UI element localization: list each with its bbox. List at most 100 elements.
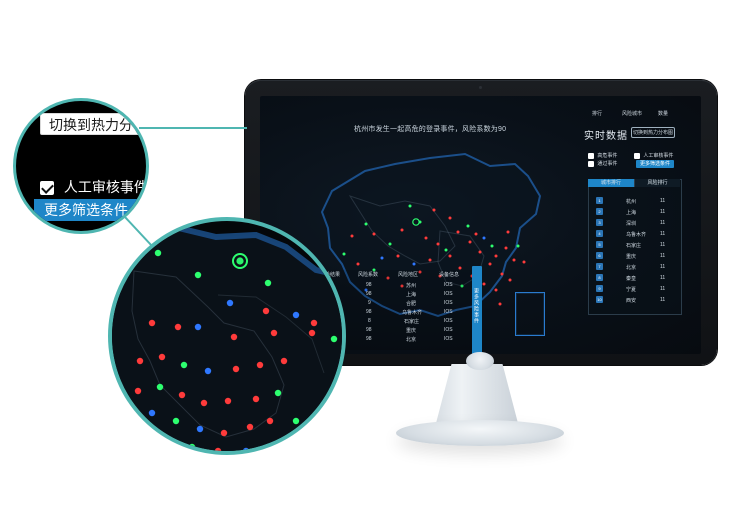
- risk-score: 98: [366, 336, 372, 342]
- table-row[interactable]: 2 上海 11: [588, 207, 680, 217]
- zoomed-map-marker: [194, 323, 202, 331]
- option-manual-review[interactable]: 人工审核事件: [634, 152, 673, 160]
- map-marker: [512, 258, 516, 262]
- option-high-risk[interactable]: 高危事件: [588, 152, 617, 160]
- city-name: 宁夏: [626, 287, 637, 293]
- risk-region: 合肥: [406, 301, 417, 307]
- map-marker: [418, 220, 422, 224]
- switch-heatmap-button[interactable]: 切换到热力分布图: [631, 127, 675, 138]
- zoomed-map-marker: [232, 365, 240, 373]
- map-marker: [494, 254, 498, 258]
- map-marker: [372, 232, 376, 236]
- map-marker: [396, 254, 400, 258]
- city-name: 杭州: [626, 199, 637, 205]
- table-row[interactable]: 4 乌鲁木齐 11: [588, 229, 680, 239]
- map-marker: [468, 240, 472, 244]
- device-info: IOS: [444, 336, 453, 342]
- zoomed-map-marker: [264, 279, 272, 287]
- tab-risk-ranking[interactable]: 风险排行: [634, 179, 680, 187]
- map-marker: [342, 252, 346, 256]
- risk-score: 98: [366, 309, 372, 315]
- map-marker: [516, 244, 520, 248]
- city-count: 11: [660, 286, 666, 292]
- zoomed-map-marker: [292, 417, 300, 425]
- table-row[interactable]: 9 宁夏 11: [588, 284, 680, 294]
- map-marker: [478, 250, 482, 254]
- city-count: 11: [660, 242, 666, 248]
- map-marker: [436, 242, 440, 246]
- zoomed-map-marker: [292, 311, 300, 319]
- header-risk-score: 风险系数: [358, 272, 379, 278]
- zoomed-map: [112, 221, 342, 451]
- table-row[interactable]: 3 深圳 11: [588, 218, 680, 228]
- zoomed-map-marker: [224, 397, 232, 405]
- map-marker: [432, 208, 436, 212]
- zoomed-map-marker: [226, 299, 234, 307]
- ranking-rows: 1 杭州 11 2 上海 11 3 深圳 11 4 乌鲁木齐 11 5 石家庄: [588, 196, 680, 306]
- table-row[interactable]: 7 北京 11: [588, 262, 680, 272]
- risk-region: 北京: [406, 337, 417, 343]
- zoomed-map-marker: [268, 443, 276, 451]
- ranking-tabs: 城市排行 风险排行: [588, 179, 680, 187]
- zoomed-map-marker: [274, 389, 282, 397]
- zoomed-map-marker: [310, 319, 318, 327]
- south-sea-inset: [515, 292, 545, 336]
- more-filters-button[interactable]: 更多筛选条件: [636, 160, 675, 168]
- zoom-callout-map: [108, 217, 346, 455]
- table-row[interactable]: 1 杭州 11: [588, 196, 680, 206]
- map-marker: [448, 254, 452, 258]
- map-marker: [356, 262, 360, 266]
- manual-review-checkbox-zoom[interactable]: 人工审核事件: [40, 177, 146, 197]
- map-marker: [364, 222, 368, 226]
- map-marker: [460, 284, 464, 288]
- rank-badge: 9: [596, 285, 603, 292]
- zoomed-map-marker: [220, 429, 228, 437]
- more-risk-events-button[interactable]: 更多风险事件: [472, 266, 482, 354]
- city-count: 11: [660, 275, 666, 281]
- map-marker: [408, 204, 412, 208]
- zoomed-map-marker: [256, 361, 264, 369]
- map-marker: [428, 258, 432, 262]
- device-info: IOS: [444, 318, 453, 324]
- table-row[interactable]: 6 重庆 11: [588, 251, 680, 261]
- risk-region: 石家庄: [404, 319, 420, 325]
- china-risk-map: [320, 152, 542, 318]
- map-marker: [500, 272, 504, 276]
- switch-heatmap-button-zoom[interactable]: 切换到热力分布图: [40, 113, 146, 135]
- zoomed-map-marker: [178, 391, 186, 399]
- risk-score: 98: [366, 282, 372, 288]
- header-device: 设备信息: [439, 272, 460, 278]
- map-marker: [424, 236, 428, 240]
- more-filters-button-zoom[interactable]: 更多筛选条件: [34, 199, 146, 221]
- table-row[interactable]: 8 秦皇 11: [588, 273, 680, 283]
- city-count: 11: [660, 297, 666, 303]
- table-header-city: 风险城市: [622, 111, 643, 117]
- zoomed-map-marker: [162, 439, 170, 447]
- risk-region: 上海: [406, 292, 417, 298]
- callout-line-top: [139, 127, 247, 129]
- zoomed-map-marker: [158, 353, 166, 361]
- zoomed-map-marker: [134, 387, 142, 395]
- monitor-stand-base: [396, 420, 564, 446]
- zoom-callout-controls: 切换到热力分布图 人工审核事件 更多筛选条件: [13, 98, 149, 234]
- zoomed-map-marker: [266, 417, 274, 425]
- checkbox-icon: [634, 152, 640, 159]
- zoomed-map-marker: [200, 399, 208, 407]
- zoomed-map-marker: [156, 383, 164, 391]
- zoomed-map-marker: [180, 361, 188, 369]
- zoomed-map-marker: [148, 409, 156, 417]
- table-row[interactable]: 10 西安 11: [588, 295, 680, 305]
- rank-badge: 2: [596, 208, 603, 215]
- option-intercepted[interactable]: 通过事件: [588, 160, 617, 168]
- city-count: 11: [660, 253, 666, 259]
- zoomed-map-marker: [252, 395, 260, 403]
- map-marker: [364, 288, 368, 292]
- map-marker: [466, 224, 470, 228]
- table-row[interactable]: 5 石家庄 11: [588, 240, 680, 250]
- city-name: 重庆: [626, 254, 637, 260]
- map-marker: [444, 248, 448, 252]
- map-marker: [458, 266, 462, 270]
- city-count: 11: [660, 198, 666, 204]
- map-marker: [474, 232, 478, 236]
- tab-city-ranking[interactable]: 城市排行: [588, 179, 634, 187]
